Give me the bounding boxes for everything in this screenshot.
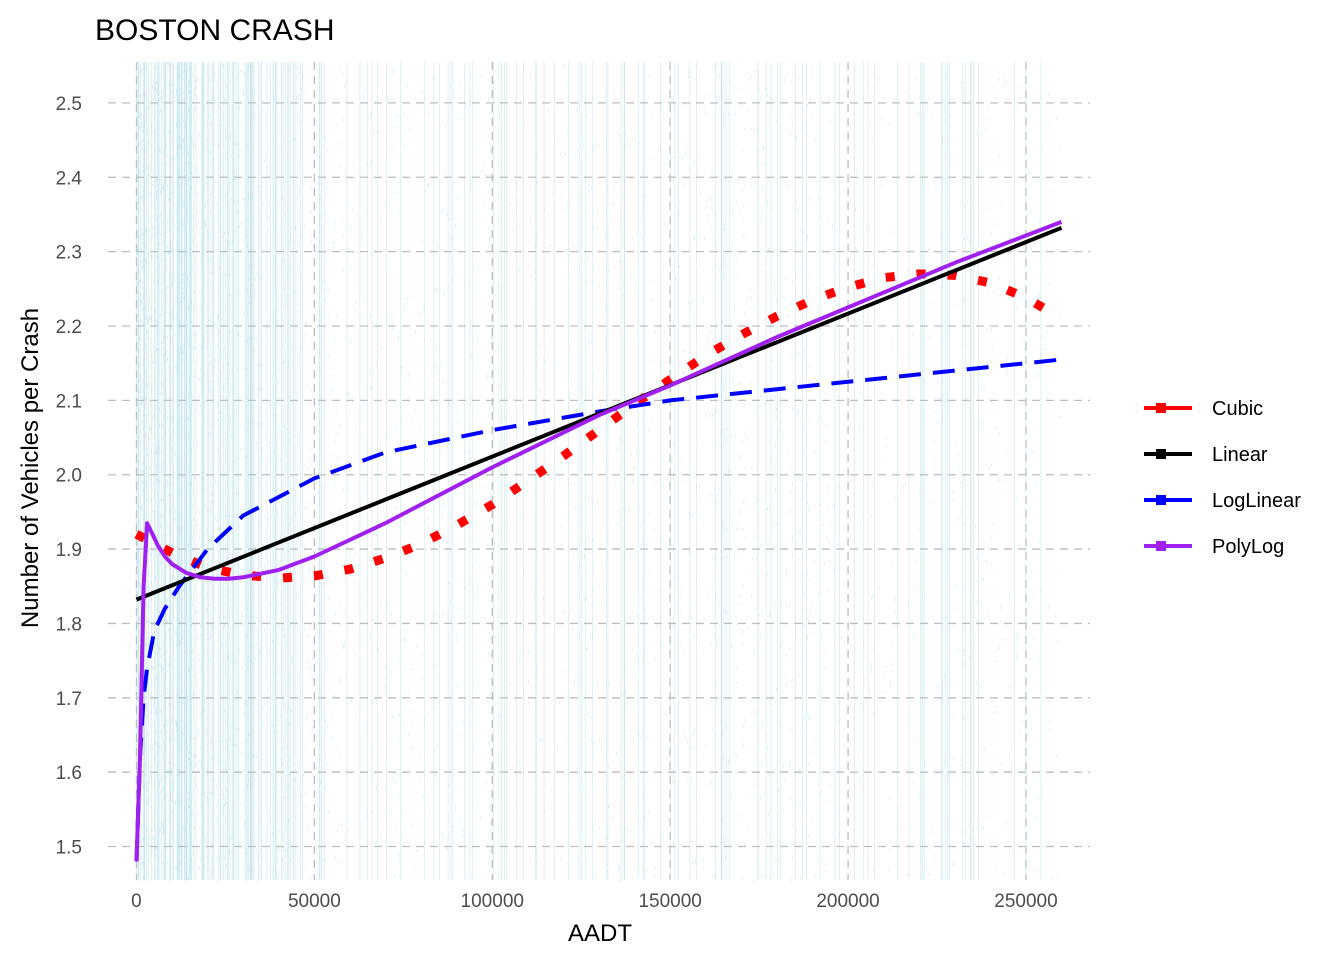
- legend: Cubic Linear LogLinear PolyLog: [1144, 398, 1301, 558]
- legend-key-marker: [1156, 449, 1166, 459]
- x-axis-label: AADT: [568, 920, 632, 947]
- y-tick-label: 2.3: [56, 243, 82, 264]
- x-tick-label: 50000: [288, 891, 341, 912]
- x-tick-label: 200000: [816, 891, 879, 912]
- legend-item-linear: Linear: [1144, 444, 1268, 466]
- legend-label: LogLinear: [1212, 490, 1301, 512]
- legend-item-loglinear: LogLinear: [1144, 490, 1301, 512]
- series-line-polylog: [134, 220, 1063, 862]
- y-tick-label: 2.0: [56, 466, 82, 487]
- y-tick-label: 1.7: [56, 689, 82, 710]
- y-tick-label: 1.9: [56, 540, 82, 561]
- legend-label: Linear: [1212, 444, 1268, 466]
- series-lines: [134, 220, 1064, 862]
- scatter-points: [136, 62, 1061, 883]
- y-tick-label: 1.8: [56, 614, 82, 635]
- legend-key-marker: [1156, 403, 1166, 413]
- legend-label: PolyLog: [1212, 536, 1284, 558]
- y-axis-label: Number of Vehicles per Crash: [17, 308, 44, 628]
- legend-item-cubic: Cubic: [1144, 398, 1263, 420]
- y-tick-label: 1.5: [56, 838, 82, 859]
- legend-key-marker: [1156, 541, 1166, 551]
- legend-item-polylog: PolyLog: [1144, 536, 1284, 558]
- chart-title: BOSTON CRASH: [95, 14, 335, 47]
- y-tick-label: 2.1: [56, 391, 82, 412]
- x-tick-label: 100000: [461, 891, 524, 912]
- raw-observations: [136, 62, 1061, 883]
- x-axis-ticks: 0 50000 100000 150000 200000 250000: [131, 891, 1057, 912]
- legend-key-marker: [1156, 495, 1166, 505]
- legend-label: Cubic: [1212, 398, 1263, 420]
- x-tick-label: 0: [131, 891, 142, 912]
- y-tick-label: 2.2: [56, 317, 82, 338]
- y-tick-label: 1.6: [56, 763, 82, 784]
- x-tick-label: 250000: [994, 891, 1057, 912]
- y-tick-label: 2.5: [56, 94, 82, 115]
- x-tick-label: 150000: [638, 891, 701, 912]
- series-line-loglinear: [134, 357, 1062, 862]
- y-axis-ticks: 1.5 1.6 1.7 1.8 1.9 2.0 2.1 2.2 2.3 2.4 2.5: [56, 94, 83, 859]
- y-tick-label: 2.4: [56, 168, 83, 189]
- series-line-cubic: [134, 269, 1064, 583]
